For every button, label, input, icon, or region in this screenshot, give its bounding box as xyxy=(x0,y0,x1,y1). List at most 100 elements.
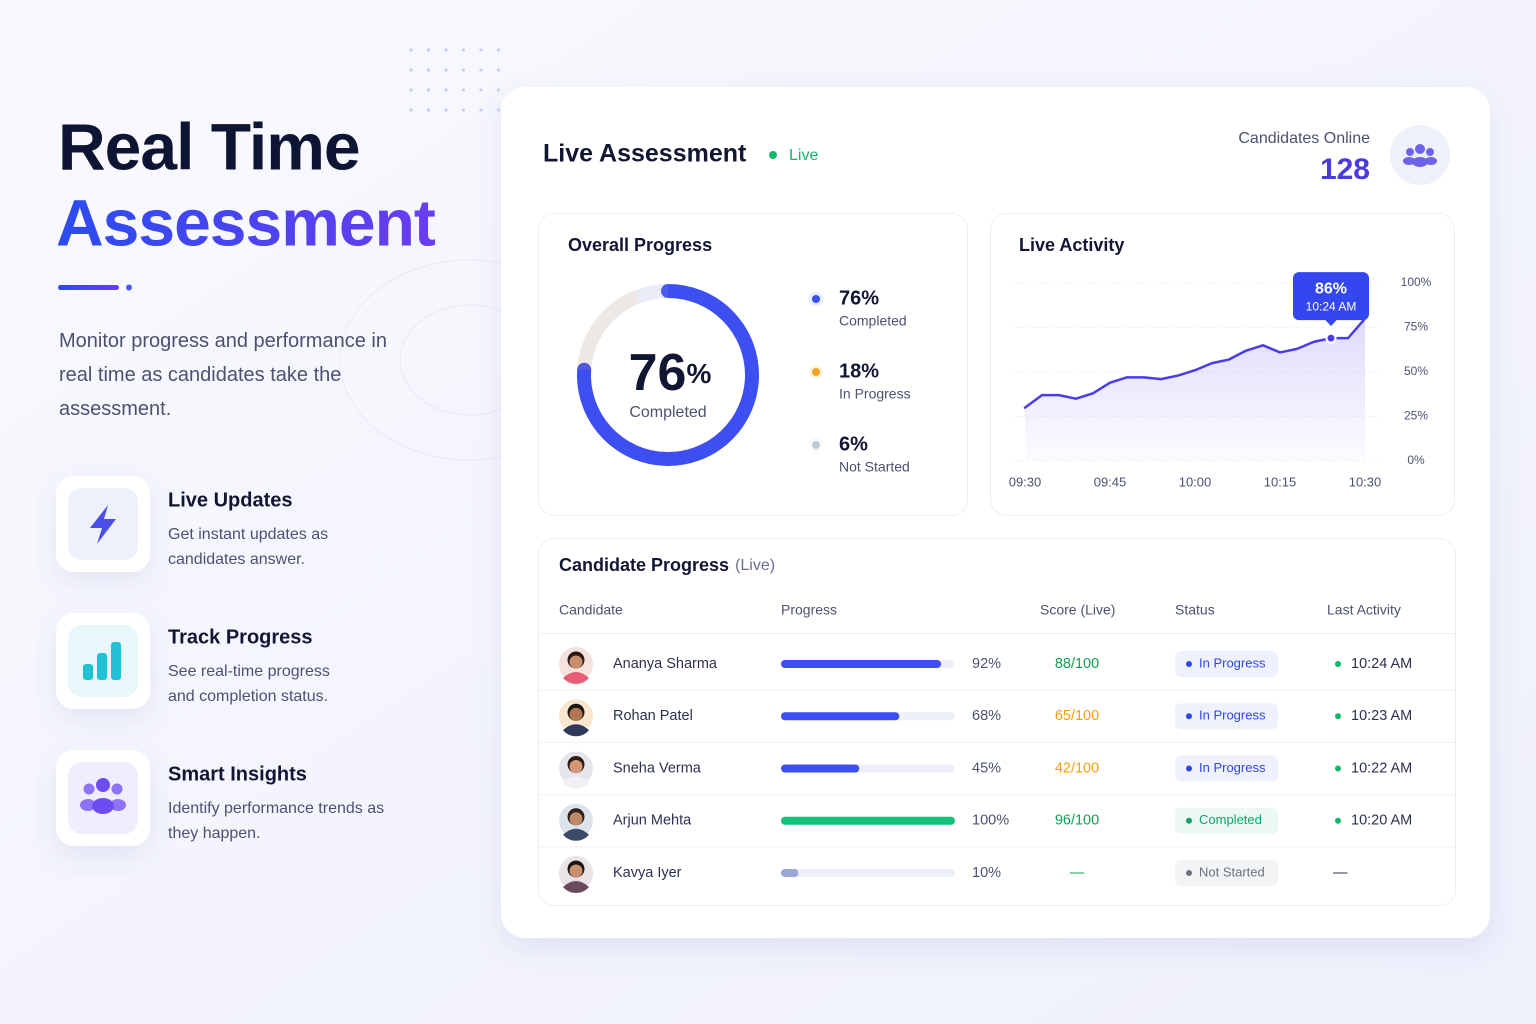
progress-track xyxy=(781,869,955,877)
progress-label: 92% xyxy=(972,656,1001,672)
legend-label: Not Started xyxy=(839,459,910,475)
progress-label: 68% xyxy=(972,708,1001,724)
dashboard-title: Live Assessment xyxy=(543,140,747,168)
decor-dot xyxy=(479,68,483,72)
decor-dot xyxy=(496,108,501,112)
status: In Progress xyxy=(1199,760,1266,775)
decor-dot xyxy=(444,48,448,52)
avatar xyxy=(559,699,593,737)
donut-center: 76% xyxy=(629,344,712,402)
avatar xyxy=(559,856,593,894)
donut-center-value: 76 xyxy=(629,344,687,402)
score: 42/100 xyxy=(1055,760,1099,776)
status-pill xyxy=(1175,755,1278,782)
avatar-body xyxy=(563,776,589,789)
hero-title-accent: Assessment xyxy=(56,185,436,259)
hero-title: Real Time xyxy=(58,109,360,183)
donut-segment xyxy=(634,284,669,304)
tooltip xyxy=(1293,272,1369,321)
icon-people xyxy=(80,778,126,814)
y-tick-label: 0% xyxy=(1407,453,1425,467)
activity-dot xyxy=(1335,765,1341,772)
line-area xyxy=(1025,318,1365,461)
legend-value: 76% xyxy=(839,287,879,309)
icon-bar xyxy=(83,664,93,680)
y-tick-label: 100% xyxy=(1401,275,1432,289)
online-label: Candidates Online xyxy=(1238,130,1370,147)
column-header: Score (Live) xyxy=(1040,602,1115,618)
avatar-face xyxy=(569,707,583,721)
donut-center-unit: % xyxy=(686,358,711,389)
x-tick-label: 10:00 xyxy=(1179,474,1212,489)
status: In Progress xyxy=(1199,655,1266,670)
legend-dot xyxy=(812,295,820,303)
card-title: Live Activity xyxy=(1019,235,1124,255)
status-dot xyxy=(1186,870,1192,876)
avatar-face xyxy=(569,760,583,773)
avatar xyxy=(559,803,593,841)
progress-label: 100% xyxy=(972,813,1009,829)
decor-dot xyxy=(426,108,431,112)
decor-dot xyxy=(461,68,466,72)
legend-dot xyxy=(812,368,820,376)
decor-dot xyxy=(461,48,466,52)
feature-title: Live Updates xyxy=(168,489,292,511)
status: Completed xyxy=(1199,812,1262,827)
activity-dot xyxy=(1335,817,1341,824)
online-icon xyxy=(1403,144,1437,167)
avatar-face xyxy=(569,655,583,669)
y-tick-label: 25% xyxy=(1404,409,1428,423)
column-header: Progress xyxy=(781,602,837,618)
decor-dot xyxy=(426,48,431,52)
avatar-body xyxy=(563,672,589,685)
decor-dot xyxy=(496,48,501,52)
x-tick-label: 09:30 xyxy=(1009,474,1042,489)
status: Not Started xyxy=(1199,864,1265,879)
donut-segment xyxy=(577,284,759,466)
icon-bar xyxy=(97,653,107,680)
live-status: Live xyxy=(789,147,818,164)
legend-value: 6% xyxy=(839,433,868,455)
progress-bar xyxy=(781,869,799,877)
icon-bar xyxy=(111,642,121,680)
status-pill xyxy=(1175,703,1278,730)
icon-head xyxy=(111,783,123,795)
x-tick-label: 09:45 xyxy=(1094,474,1127,489)
accent-bar xyxy=(58,285,119,290)
status-dot xyxy=(1186,713,1192,720)
column-header: Status xyxy=(1175,602,1215,618)
decor-dot xyxy=(409,48,413,52)
feature-text: Get instant updates as candidates answer… xyxy=(168,526,329,568)
last-activity: 10:24 AM xyxy=(1351,656,1412,672)
tooltip-time: 10:24 AM xyxy=(1306,299,1357,313)
icon-body xyxy=(110,799,126,811)
progress-bar xyxy=(781,764,860,773)
accent-dot xyxy=(126,284,132,291)
y-tick-label: 50% xyxy=(1404,364,1428,378)
status: In Progress xyxy=(1199,708,1266,723)
feature-title: Track Progress xyxy=(168,626,313,648)
feature-text: See real-time progress and completion st… xyxy=(168,663,330,705)
y-tick-label: 75% xyxy=(1404,320,1428,334)
table-subtitle: (Live) xyxy=(735,557,775,574)
status-pill xyxy=(1175,651,1278,677)
live-dot xyxy=(769,151,777,159)
decor-dot xyxy=(409,68,413,72)
icon-head xyxy=(83,783,95,795)
decor-dot xyxy=(409,88,413,92)
decor-dot xyxy=(426,88,431,92)
avatar xyxy=(559,751,593,789)
decor-dot xyxy=(426,68,431,72)
last-activity: 10:20 AM xyxy=(1351,813,1412,829)
decor-dot xyxy=(479,108,483,112)
candidate-name: Rohan Patel xyxy=(613,708,693,724)
decor-dot xyxy=(479,48,483,52)
annotation-marker xyxy=(1325,332,1337,344)
x-tick-label: 10:15 xyxy=(1264,474,1297,489)
decor-dot xyxy=(496,88,501,92)
decor-dot xyxy=(461,88,466,92)
candidate-name: Arjun Mehta xyxy=(613,813,692,829)
tooltip-pointer xyxy=(1325,319,1337,327)
